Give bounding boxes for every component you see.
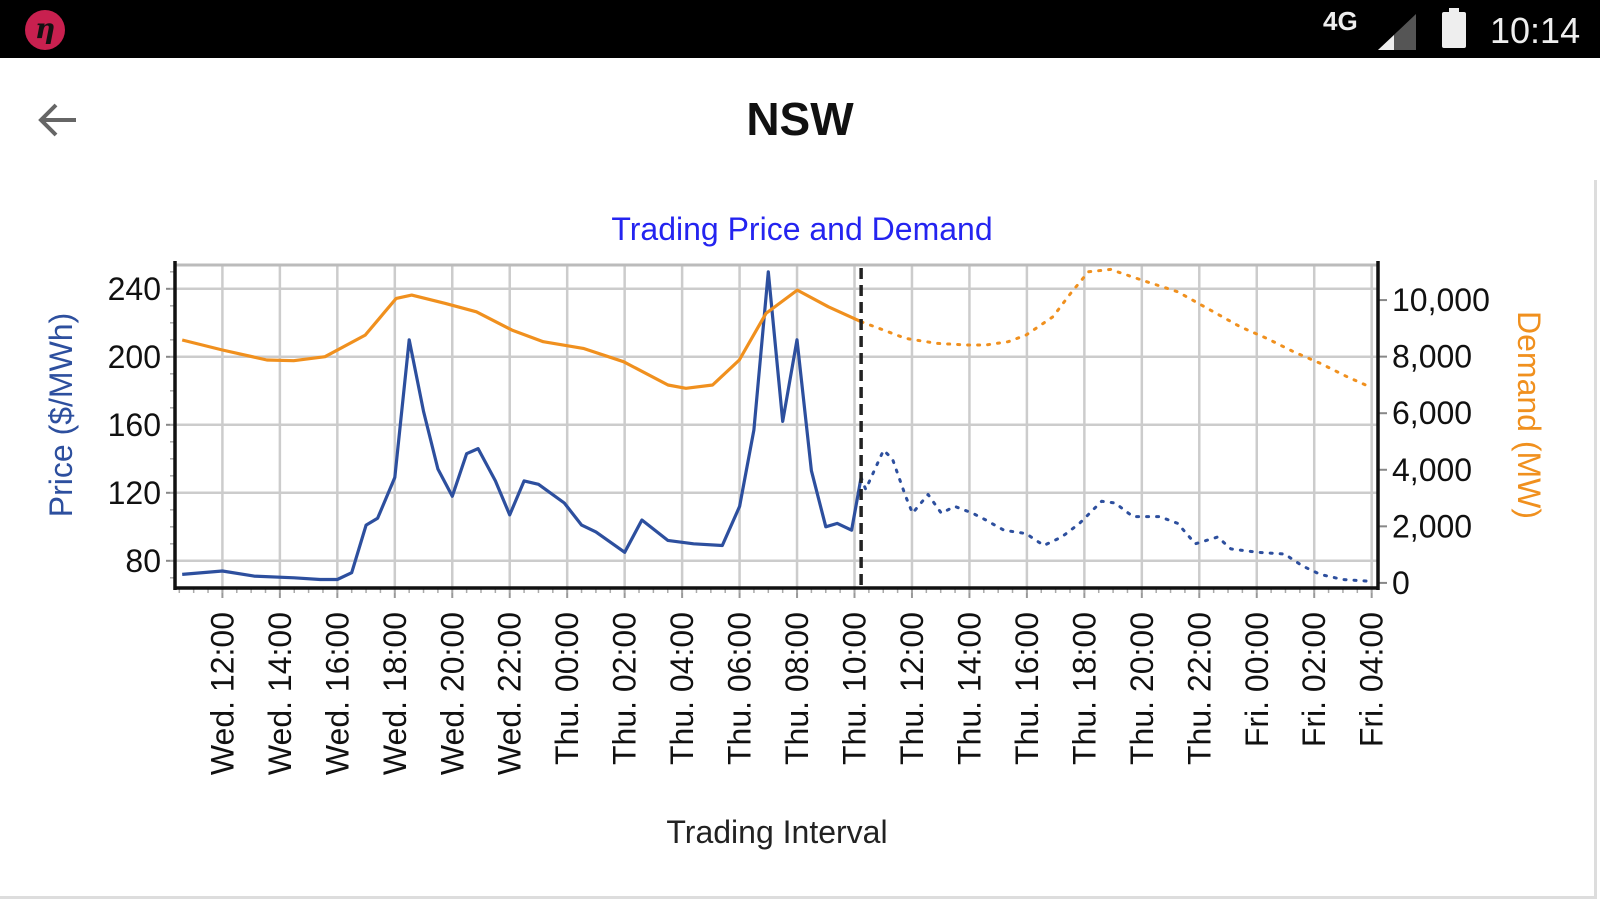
network-type: 4G	[1323, 6, 1358, 36]
x-tick-label: Thu. 04:00	[664, 612, 700, 765]
chart-card	[0, 180, 1597, 899]
grid	[175, 265, 1378, 588]
chart-title: Trading Price and Demand	[611, 211, 992, 247]
page-title: NSW	[746, 93, 854, 145]
x-tick-label: Thu. 12:00	[894, 612, 930, 765]
right-tick-label: 8,000	[1392, 339, 1472, 375]
left-tick-label: 160	[108, 407, 161, 443]
app-notification-icon: η	[25, 10, 65, 50]
series-line-demand-actual	[181, 288, 862, 390]
status-bar: η 4G 10:14	[0, 0, 1600, 58]
arrow-left-icon[interactable]	[36, 100, 80, 140]
left-tick-label: 80	[125, 543, 161, 579]
x-tick-label: Fri. 04:00	[1354, 612, 1390, 747]
x-tick-label: Thu. 14:00	[951, 612, 987, 765]
x-tick-label: Thu. 08:00	[779, 612, 815, 765]
left-tick-label: 120	[108, 475, 161, 511]
right-tick-label: 2,000	[1392, 508, 1472, 544]
axes: Wed. 12:00 Wed. 14:00 Wed. 16:00 Wed. 18:00…	[108, 261, 1490, 775]
x-tick-label: Wed. 12:00	[204, 612, 240, 775]
left-tick-label: 240	[108, 271, 161, 307]
x-tick-label: Wed. 18:00	[377, 612, 413, 775]
series-layer	[181, 267, 1371, 588]
left-axis-label: Price ($/MWh)	[43, 313, 79, 517]
x-tick-label: Wed. 20:00	[434, 612, 470, 775]
series-line-price-forecast	[859, 448, 1371, 583]
signal-icon	[1378, 14, 1416, 50]
right-tick-label: 4,000	[1392, 452, 1472, 488]
right-tick-label: 6,000	[1392, 395, 1472, 431]
x-tick-label: Wed. 22:00	[492, 612, 528, 775]
x-tick-label: Wed. 14:00	[262, 612, 298, 775]
x-tick-label: Fri. 00:00	[1239, 612, 1275, 747]
battery-icon	[1442, 8, 1466, 48]
x-tick-label: Thu. 16:00	[1009, 612, 1045, 765]
left-tick-label: 200	[108, 339, 161, 375]
series-line-price-actual	[182, 270, 863, 582]
x-tick-label: Fri. 02:00	[1296, 612, 1332, 747]
x-tick-label: Thu. 18:00	[1066, 612, 1102, 765]
x-axis-label: Trading Interval	[666, 814, 887, 850]
plot-frame	[173, 263, 1380, 590]
x-tick-label: Thu. 20:00	[1124, 612, 1160, 765]
right-tick-label: 0	[1392, 565, 1410, 601]
right-tick-label: 10,000	[1392, 282, 1490, 318]
x-tick-label: Thu. 10:00	[837, 612, 873, 765]
x-tick-label: Wed. 16:00	[319, 612, 355, 775]
x-tick-label: Thu. 02:00	[607, 612, 643, 765]
right-axis-label: Demand (MW)	[1511, 311, 1547, 519]
series-line-demand-forecast	[859, 267, 1371, 389]
x-tick-label: Thu. 06:00	[722, 612, 758, 765]
status-time: 10:14	[1490, 10, 1581, 51]
x-tick-label: Thu. 00:00	[549, 612, 585, 765]
x-tick-label: Thu. 22:00	[1181, 612, 1217, 765]
